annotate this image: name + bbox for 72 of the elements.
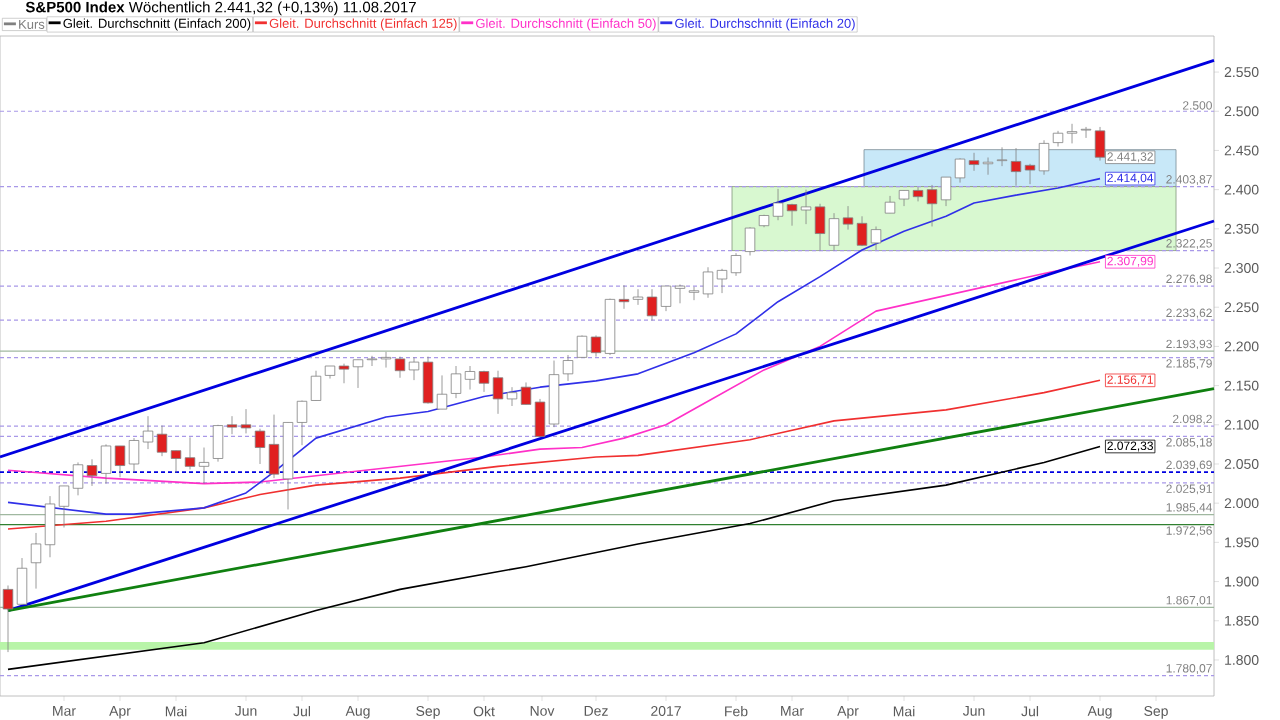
candlestick	[1010, 147, 1022, 187]
candlestick	[968, 152, 980, 172]
candlestick	[912, 186, 924, 202]
candlestick	[464, 365, 476, 390]
candlestick	[898, 190, 910, 207]
candlestick	[744, 226, 756, 256]
candlestick	[114, 445, 126, 478]
candlestick	[72, 462, 84, 496]
candlestick	[198, 447, 210, 484]
candlestick	[338, 363, 350, 384]
candlestick	[310, 370, 322, 401]
candlestick	[618, 284, 630, 310]
candlestick	[856, 215, 868, 247]
candlestick	[100, 443, 112, 484]
candlestick	[394, 356, 406, 379]
candlestick	[1038, 139, 1050, 176]
candlestick	[86, 458, 98, 487]
candlestick	[954, 157, 966, 183]
candlestick	[996, 146, 1008, 167]
candlestick	[142, 415, 154, 450]
candlestick	[590, 335, 602, 357]
candlestick	[814, 203, 826, 252]
candlestick	[380, 351, 392, 368]
candlestick	[1024, 163, 1036, 185]
candlestick	[450, 365, 462, 399]
candlestick	[58, 485, 70, 528]
candlestick	[674, 284, 686, 304]
candlestick	[716, 268, 728, 294]
candlestick	[926, 184, 938, 227]
candlestick	[30, 532, 42, 590]
candlestick	[408, 356, 420, 381]
candlestick	[940, 176, 952, 207]
candlestick	[534, 398, 546, 438]
line-series	[7, 445, 1101, 671]
candlestick	[1066, 123, 1078, 144]
candlestick	[44, 495, 56, 558]
candlestick	[576, 335, 588, 358]
candlestick	[520, 382, 532, 405]
candlestick	[240, 408, 252, 434]
candlestick	[268, 414, 280, 479]
candlestick	[226, 415, 238, 435]
candlestick	[772, 188, 784, 221]
candlestick	[184, 436, 196, 470]
candlestick	[562, 354, 574, 382]
candlestick	[730, 252, 742, 277]
candlestick	[842, 205, 854, 231]
candlestick	[2, 585, 14, 653]
candlestick	[828, 212, 840, 252]
candlestick	[254, 428, 266, 465]
candlestick	[156, 425, 168, 457]
candlestick	[436, 375, 448, 410]
candlestick	[296, 400, 308, 446]
candlestick	[506, 386, 518, 407]
candlestick	[492, 370, 504, 415]
line-series	[7, 177, 1101, 515]
candlestick	[1080, 126, 1092, 139]
candlestick	[128, 437, 140, 473]
candlestick	[422, 356, 434, 405]
candlestick	[870, 226, 882, 251]
candlestick	[212, 424, 224, 463]
candlestick	[688, 286, 700, 301]
candlestick	[170, 450, 182, 473]
candlestick	[800, 189, 812, 225]
candlestick	[1052, 130, 1064, 147]
candlestick	[632, 288, 644, 306]
candlestick	[660, 285, 672, 312]
candlestick	[366, 355, 378, 367]
candlestick	[702, 266, 714, 299]
line-series	[7, 379, 1101, 530]
candlestick	[352, 359, 364, 389]
candlestick	[16, 557, 28, 605]
candlestick	[646, 288, 658, 321]
